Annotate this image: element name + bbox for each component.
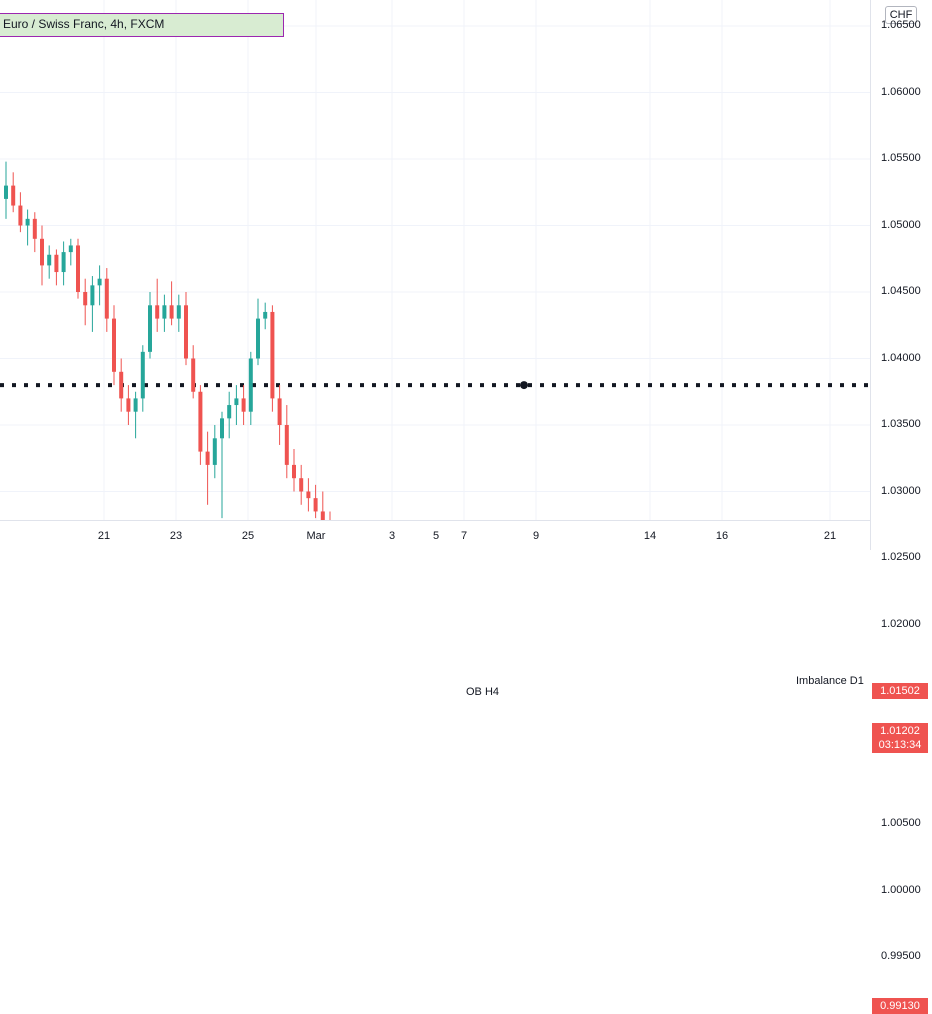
candle-body <box>162 305 167 319</box>
price-tick-label: 1.03000 <box>881 484 921 497</box>
candle-body <box>97 278 102 286</box>
candle-body <box>234 398 239 406</box>
price-tick-label: 1.05500 <box>881 152 921 164</box>
level-anchor-dot <box>520 381 528 390</box>
time-tick-label: 9 <box>532 530 540 542</box>
candle-body <box>220 418 224 439</box>
price-tick-label: 1.04000 <box>881 351 921 364</box>
candle-body <box>4 185 8 199</box>
currency-badge[interactable]: CHF <box>885 6 917 24</box>
time-tick-label: 14 <box>643 530 657 542</box>
price-tick-label: 1.00500 <box>881 817 921 829</box>
time-axis[interactable] <box>0 520 870 551</box>
candle-body <box>32 218 37 239</box>
candle-body <box>155 305 160 319</box>
bar-countdown: 03:13:34 <box>878 738 922 751</box>
candle-body <box>61 252 66 273</box>
candle-body <box>184 305 188 359</box>
chart-title-box[interactable]: Euro / Swiss Franc, 4h, FXCM <box>0 13 284 37</box>
candle-body <box>68 245 73 253</box>
candle-body <box>90 285 95 306</box>
candle-body <box>263 311 268 319</box>
candle-body <box>76 245 80 292</box>
time-tick-label: 21 <box>97 530 111 542</box>
price-axis[interactable] <box>870 0 932 550</box>
candle-body <box>270 311 275 399</box>
chart-title: Euro / Swiss Franc, 4h, FXCM <box>3 17 165 31</box>
imbalance-d1-label: Imbalance D1 <box>796 675 864 687</box>
imbalance-price-tag: 1.01502 <box>872 683 928 699</box>
candle-body <box>133 398 138 412</box>
candle-body <box>112 318 116 372</box>
candle-body <box>54 254 59 273</box>
time-tick-label: 5 <box>432 530 440 542</box>
candle-body <box>284 425 289 465</box>
candle-body <box>198 391 203 452</box>
candlestick-series <box>4 161 331 520</box>
candle-body <box>140 351 145 399</box>
candle-body <box>306 491 311 499</box>
time-tick-label: 7 <box>460 530 468 542</box>
price-tick-label: 1.02000 <box>881 617 921 630</box>
low-price-tag: 0.99130 <box>872 998 928 1014</box>
candle-body <box>292 464 296 479</box>
candle-body <box>191 358 196 392</box>
time-tick-label: 23 <box>169 530 183 542</box>
last-price-tag: 1.01202 03:13:34 <box>872 722 928 753</box>
candle-body <box>313 498 318 512</box>
candle-body <box>83 292 88 306</box>
candle-body <box>11 185 16 206</box>
price-tick-label: 1.06500 <box>881 19 921 31</box>
candle-body <box>148 305 152 352</box>
price-tick-label: 1.00000 <box>881 883 921 896</box>
last-price: 1.01202 <box>880 724 920 737</box>
candle-body <box>256 318 260 359</box>
candle-body <box>277 398 282 425</box>
candle-body <box>40 238 44 266</box>
time-tick-label: Mar <box>306 530 326 542</box>
candle-body <box>212 438 217 465</box>
time-tick-label: 16 <box>715 530 729 542</box>
ob-h4-label: OB H4 <box>466 686 500 699</box>
price-chart-plot[interactable] <box>0 0 870 520</box>
candle-body <box>299 478 304 492</box>
candle-body <box>104 278 109 319</box>
candle-body <box>176 305 181 319</box>
time-tick-label: 3 <box>388 530 396 542</box>
candle-body <box>18 205 23 226</box>
candle-body <box>25 218 30 226</box>
price-tick-label: 1.02500 <box>881 551 921 563</box>
candle-body <box>320 511 325 520</box>
candle-body <box>227 405 232 419</box>
time-tick-label: 25 <box>241 530 255 542</box>
low-price: 0.99130 <box>880 1000 920 1013</box>
candle-body <box>47 254 52 266</box>
price-tick-label: 0.99500 <box>881 950 921 962</box>
price-tick-label: 1.04500 <box>881 285 921 297</box>
level-lines <box>0 381 870 390</box>
candle-body <box>205 451 210 465</box>
price-tick-label: 1.05000 <box>881 218 921 231</box>
imbalance-price: 1.01502 <box>880 685 920 697</box>
candle-body <box>169 305 174 319</box>
candle-body <box>126 398 131 412</box>
time-tick-label: 21 <box>823 530 837 542</box>
price-tick-label: 1.06000 <box>881 85 921 98</box>
chart-grid <box>0 0 870 520</box>
price-tick-label: 1.03500 <box>881 418 921 430</box>
candle-body <box>248 358 253 412</box>
candle-body <box>241 398 246 412</box>
candle-body <box>119 371 124 399</box>
